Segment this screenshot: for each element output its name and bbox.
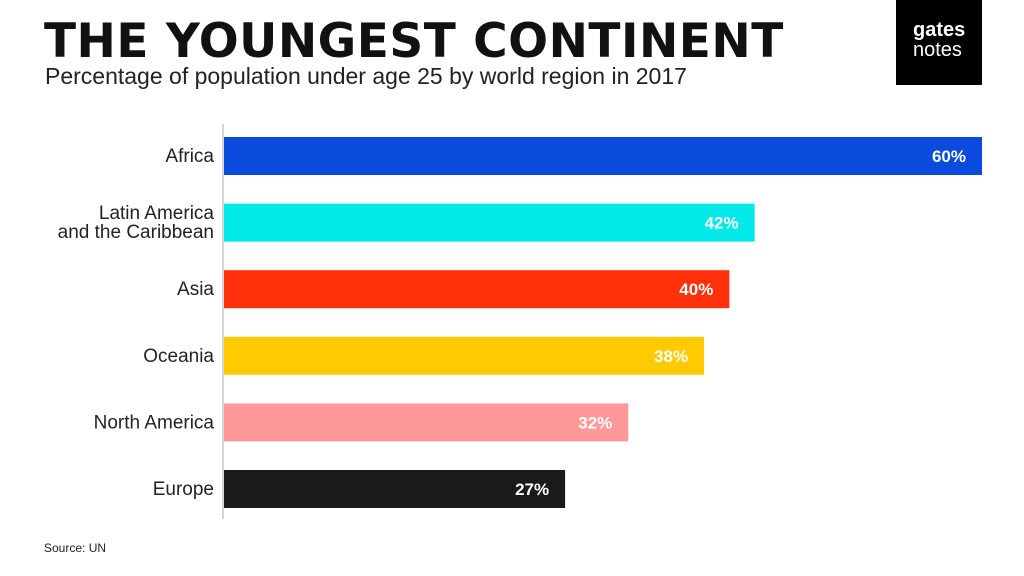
source-note: Source: UN [44, 541, 107, 555]
category-label: Europe [153, 479, 214, 500]
chart-subtitle: Percentage of population under age 25 by… [45, 63, 687, 89]
logo-word-gates: gates [913, 19, 966, 41]
category-label: Asia [177, 279, 214, 300]
bar-value-label: 60% [932, 147, 966, 166]
bar-value-label: 40% [679, 280, 713, 299]
bar-value-label: 27% [515, 480, 549, 499]
category-label: Africa [165, 146, 214, 167]
bar [224, 203, 755, 242]
category-label: North America [94, 412, 215, 433]
bar [224, 403, 629, 442]
category-label: Latin America and the Caribbean [58, 203, 215, 243]
bar [224, 270, 730, 309]
logo-word-notes: notes [913, 39, 962, 61]
bar-value-label: 32% [578, 413, 612, 432]
chart-title: THE YOUNGEST CONTINENT [44, 14, 784, 69]
gates-notes-logo: gates notes [896, 0, 982, 85]
bar [224, 470, 566, 508]
bar-value-label: 42% [705, 214, 739, 233]
bar-value-label: 38% [654, 347, 688, 366]
bar [224, 336, 705, 375]
category-label: Oceania [143, 346, 214, 367]
bar [224, 137, 982, 175]
